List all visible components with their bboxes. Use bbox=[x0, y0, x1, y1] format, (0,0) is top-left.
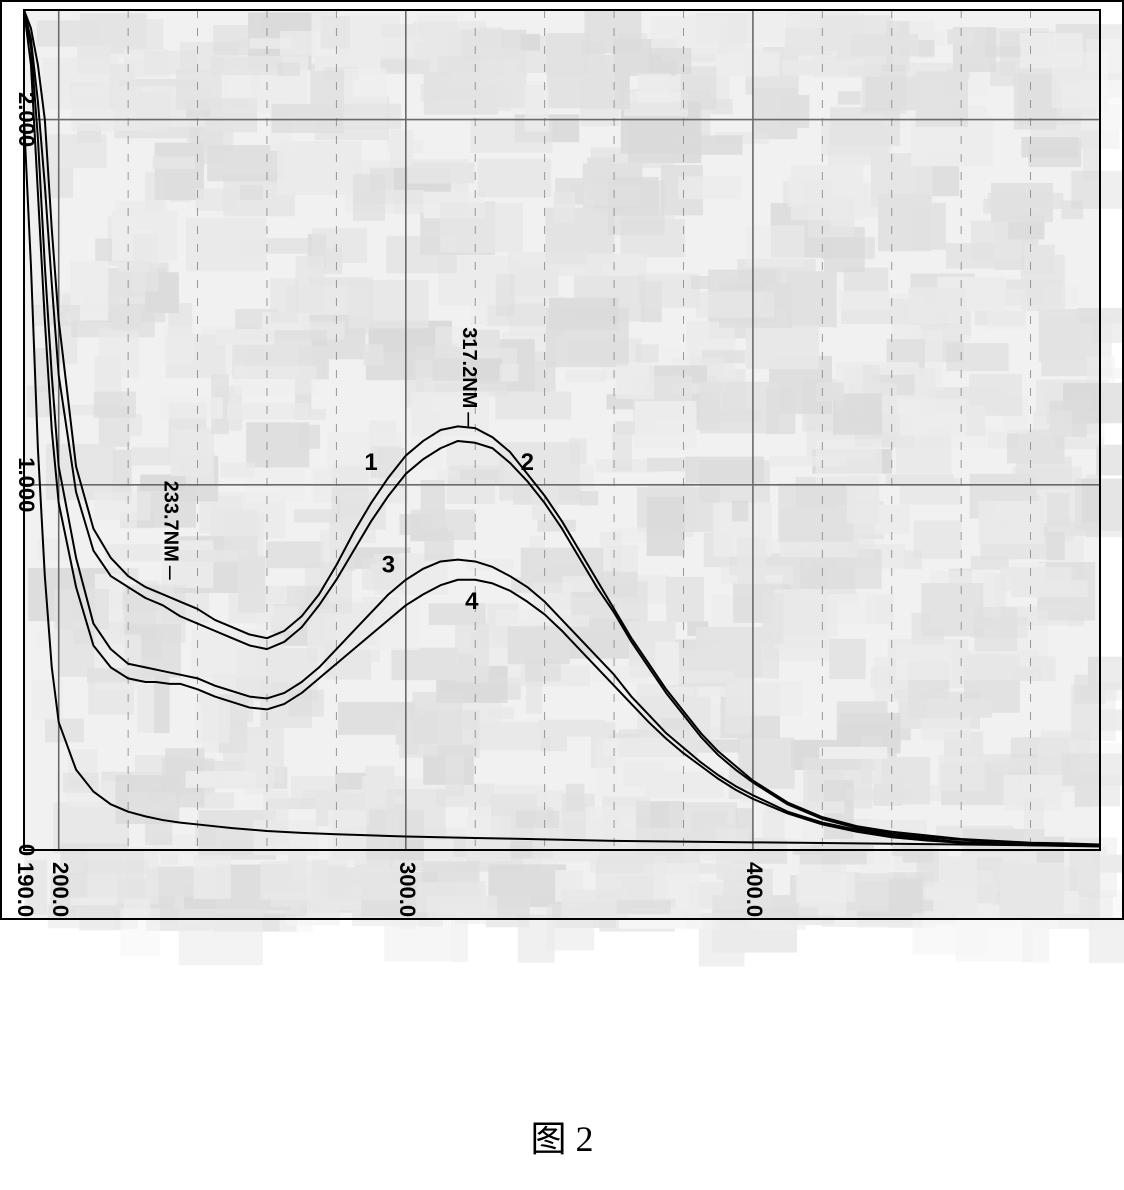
peak-label: 317.2NM bbox=[458, 327, 480, 408]
curve-label: 2 bbox=[521, 449, 534, 476]
figure-caption: 图 2 bbox=[0, 1110, 1124, 1162]
svg-text:1.000: 1.000 bbox=[14, 457, 39, 512]
svg-text:300.0: 300.0 bbox=[395, 862, 420, 917]
curve-label: 4 bbox=[465, 588, 479, 615]
svg-text:0: 0 bbox=[14, 844, 39, 856]
peak-label: 233.7NM bbox=[159, 481, 181, 562]
svg-text:200.0: 200.0 bbox=[48, 862, 73, 917]
curve-label: 1 bbox=[364, 449, 377, 476]
curve-label: 3 bbox=[382, 551, 395, 578]
svg-text:190.0: 190.0 bbox=[13, 862, 38, 917]
spectrum-chart: 190.0200.0300.0400.001.0002.0001234317.2… bbox=[0, 0, 1124, 1000]
svg-text:400.0: 400.0 bbox=[742, 862, 767, 917]
